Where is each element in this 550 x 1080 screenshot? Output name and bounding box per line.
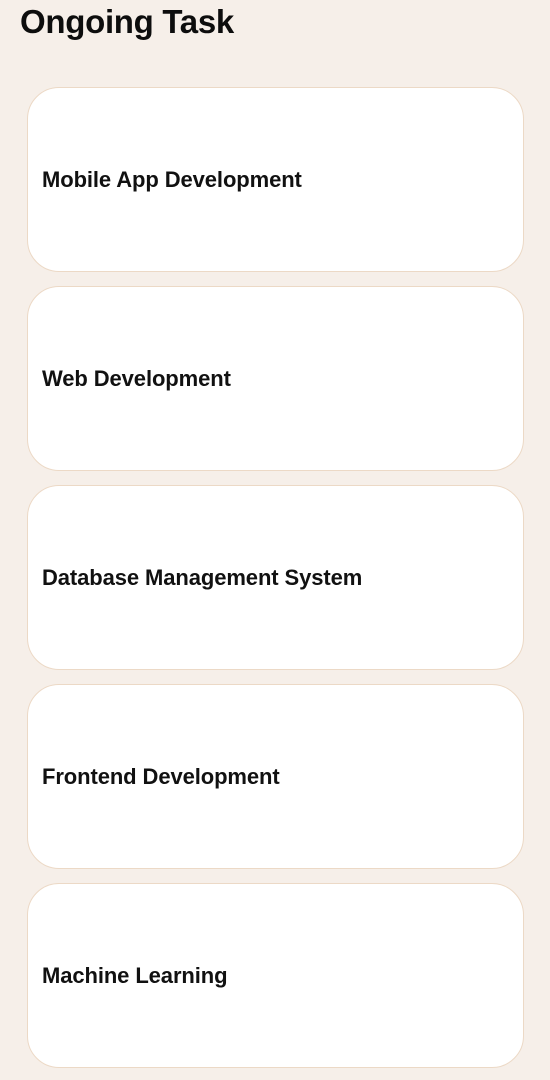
task-label: Mobile App Development [42, 166, 302, 192]
task-label: Database Management System [42, 564, 363, 590]
task-card-mobile-app-development[interactable]: Mobile App Development [27, 87, 524, 272]
page-title: Ongoing Task [20, 3, 234, 40]
task-card-frontend-development[interactable]: Frontend Development [27, 684, 524, 869]
task-label: Web Development [42, 365, 231, 391]
task-list: Mobile App Development Web Development D… [27, 87, 524, 1068]
task-label: Machine Learning [42, 962, 228, 988]
task-card-database-management-system[interactable]: Database Management System [27, 485, 524, 670]
task-card-machine-learning[interactable]: Machine Learning [27, 883, 524, 1068]
task-label: Frontend Development [42, 763, 280, 789]
task-card-web-development[interactable]: Web Development [27, 286, 524, 471]
